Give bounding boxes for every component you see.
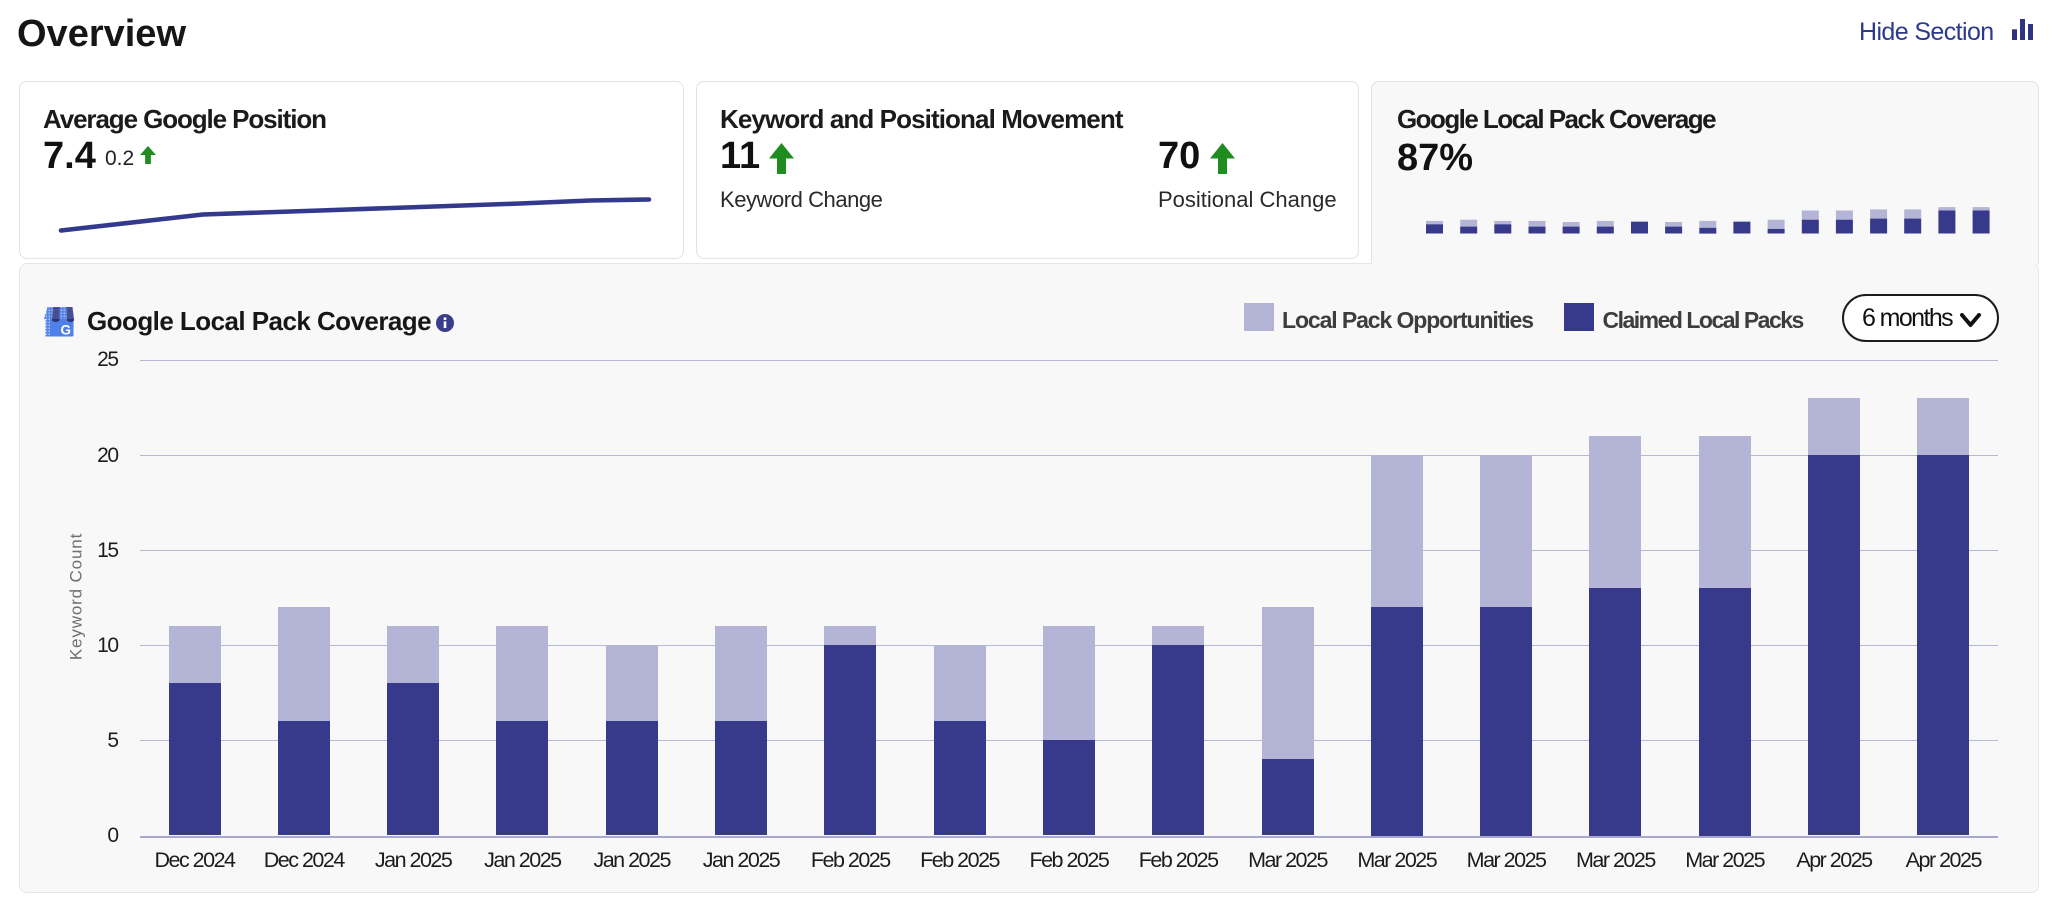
svg-text:G: G [61, 323, 72, 338]
